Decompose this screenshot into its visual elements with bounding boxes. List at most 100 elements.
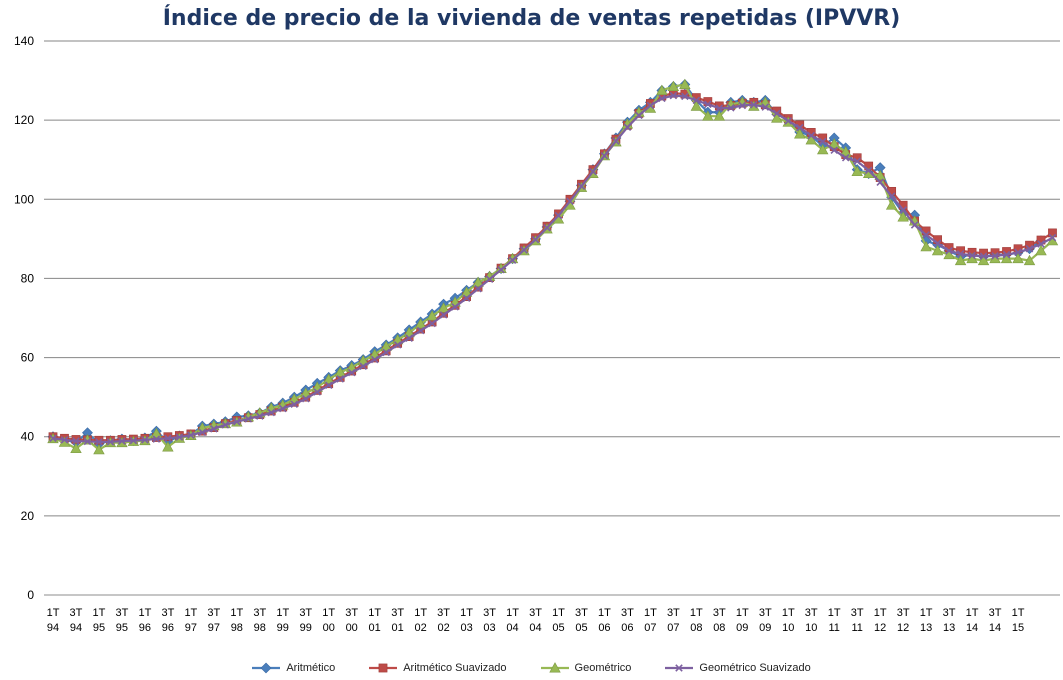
data-point xyxy=(531,235,540,244)
data-point xyxy=(334,366,346,377)
x-tick-label: 1T 08 xyxy=(690,607,703,634)
data-point xyxy=(1023,254,1036,266)
data-point xyxy=(656,84,668,95)
data-point xyxy=(851,165,863,177)
data-point xyxy=(669,91,678,100)
data-point xyxy=(416,326,425,335)
data-point xyxy=(256,412,264,420)
data-point xyxy=(426,310,438,321)
x-tick-label: 1T 15 xyxy=(1012,607,1025,634)
x-tick-label: 3T 00 xyxy=(345,607,358,634)
x-tick-label: 1T 14 xyxy=(966,607,979,634)
data-point xyxy=(497,265,505,274)
data-point xyxy=(187,431,195,439)
x-tick-label: 1T 10 xyxy=(782,607,795,634)
y-tick-label: 60 xyxy=(21,351,35,365)
series-4 xyxy=(49,91,1057,446)
y-axis-ticks: 0 20 40 60 80 100 120 140 xyxy=(14,34,34,602)
y-tick-label: 100 xyxy=(14,192,34,206)
y-tick-label: 40 xyxy=(21,430,35,444)
x-tick-label: 1T 98 xyxy=(230,607,243,634)
data-point xyxy=(897,211,909,222)
legend-item: Aritmético xyxy=(252,662,335,674)
data-point xyxy=(727,104,735,112)
y-tick-label: 80 xyxy=(21,271,35,285)
data-point xyxy=(554,211,563,220)
x-tick-label: 1T 01 xyxy=(368,607,381,634)
x-tick-label: 1T 07 xyxy=(644,607,657,634)
data-point xyxy=(589,167,597,176)
x-tick-label: 3T 02 xyxy=(437,607,450,634)
y-tick-label: 20 xyxy=(21,509,35,523)
data-point xyxy=(210,425,218,433)
data-point xyxy=(520,246,528,254)
x-tick-label: 1T 96 xyxy=(138,607,151,634)
data-point xyxy=(828,138,840,149)
data-point xyxy=(807,131,815,140)
data-point xyxy=(887,192,896,200)
legend-label: Aritmético xyxy=(286,662,336,674)
data-point xyxy=(198,428,207,437)
data-point xyxy=(841,153,850,162)
data-point xyxy=(658,94,666,103)
x-tick-label: 3T 98 xyxy=(253,607,266,634)
legend-label: Geométrico xyxy=(574,662,632,674)
data-point xyxy=(646,101,655,110)
x-tick-label: 1T 94 xyxy=(47,607,60,634)
data-point xyxy=(830,146,838,154)
x-tick-label: 3T 96 xyxy=(161,607,174,634)
data-point xyxy=(244,415,253,423)
data-point xyxy=(485,275,494,283)
data-point xyxy=(704,100,712,109)
x-tick-label: 1T 95 xyxy=(93,607,106,634)
data-point xyxy=(548,662,561,673)
data-point xyxy=(474,284,482,293)
x-tick-label: 3T 94 xyxy=(70,607,83,634)
data-point xyxy=(864,166,873,175)
data-point xyxy=(93,443,105,455)
x-tick-label: 3T 97 xyxy=(207,607,220,634)
data-point xyxy=(910,221,919,229)
gridlines xyxy=(44,40,1060,596)
data-point xyxy=(577,182,586,190)
x-tick-label: 1T 13 xyxy=(920,607,933,634)
data-point xyxy=(336,375,344,383)
data-point xyxy=(1025,244,1034,253)
data-point xyxy=(508,256,517,264)
data-point xyxy=(853,157,861,166)
data-point xyxy=(460,286,473,297)
data-point xyxy=(761,103,770,111)
data-point xyxy=(164,434,172,443)
data-point xyxy=(1012,252,1024,264)
data-point xyxy=(1048,233,1057,242)
data-point xyxy=(359,362,367,371)
data-point xyxy=(72,437,80,445)
data-point xyxy=(163,432,173,442)
data-point xyxy=(414,318,427,329)
data-point xyxy=(968,251,976,260)
x-tick-label: 1T 00 xyxy=(322,607,335,634)
data-point xyxy=(738,101,747,110)
data-point xyxy=(1037,240,1045,248)
data-point xyxy=(49,434,57,443)
x-tick-label: 3T 05 xyxy=(575,607,588,634)
x-tick-label: 3T 11 xyxy=(851,607,864,634)
data-point xyxy=(428,319,436,328)
data-point xyxy=(324,381,333,390)
legend-swatch xyxy=(252,662,281,674)
data-point xyxy=(945,246,953,255)
data-point xyxy=(175,433,184,441)
data-point xyxy=(818,137,827,146)
y-tick-label: 0 xyxy=(27,588,34,602)
legend-swatch xyxy=(665,664,694,672)
x-tick-label: 1T 06 xyxy=(598,607,611,634)
x-tick-label: 3T 01 xyxy=(391,607,404,634)
x-tick-label: 3T 08 xyxy=(713,607,726,634)
data-point xyxy=(922,231,930,239)
x-tick-label: 3T 10 xyxy=(805,607,818,634)
legend: Aritmético Aritmético Suavizado Geométrico… xyxy=(0,662,1063,674)
x-tick-label: 3T 95 xyxy=(116,607,129,634)
data-point xyxy=(794,128,806,139)
data-point xyxy=(313,388,321,396)
data-point xyxy=(382,348,390,357)
